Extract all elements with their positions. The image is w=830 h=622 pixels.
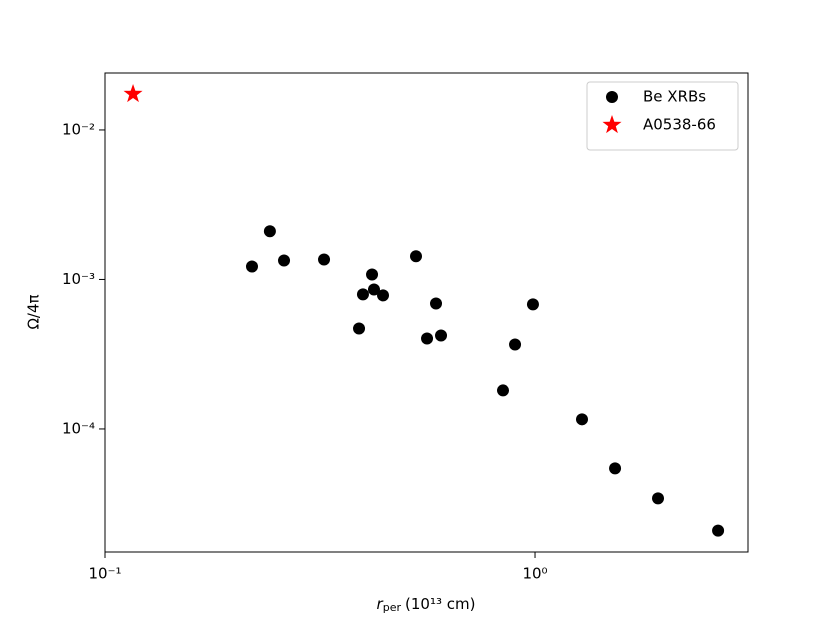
x-label-symbol: r (377, 595, 384, 613)
point (123, 83, 143, 103)
point (278, 254, 291, 267)
point (366, 268, 379, 281)
point (318, 253, 331, 266)
y-tick-label: 10⁻⁴ (62, 419, 95, 437)
legend-label: A0538-66 (643, 116, 716, 134)
point (652, 492, 665, 505)
y-tick-label: 10⁻² (62, 120, 95, 138)
point (712, 524, 725, 537)
point (353, 322, 366, 335)
legend-label: Be XRBs (643, 88, 706, 106)
point (409, 250, 422, 263)
y-tick-label: 10⁻³ (62, 270, 95, 288)
point (435, 329, 448, 342)
legend-marker (606, 91, 618, 103)
x-tick-label: 10⁻¹ (88, 565, 121, 583)
x-label-text: (10¹³ cm) (405, 595, 475, 613)
plot-frame (104, 72, 749, 553)
point (263, 225, 276, 238)
point (377, 289, 390, 302)
point (430, 297, 443, 310)
point (575, 413, 588, 426)
point (609, 462, 622, 475)
x-tick-label: 10⁰ (522, 565, 547, 583)
point (245, 260, 258, 273)
x-label-subscript: per (383, 601, 402, 614)
y-axis-label: Ω/4π (25, 294, 43, 329)
point (367, 283, 380, 296)
x-axis-label: rper (10¹³ cm) (377, 595, 476, 615)
legend-marker (602, 115, 622, 134)
point (526, 298, 539, 311)
point (509, 338, 522, 351)
point (497, 384, 510, 397)
point (356, 288, 369, 301)
legend-box (586, 81, 739, 151)
point (421, 332, 434, 345)
